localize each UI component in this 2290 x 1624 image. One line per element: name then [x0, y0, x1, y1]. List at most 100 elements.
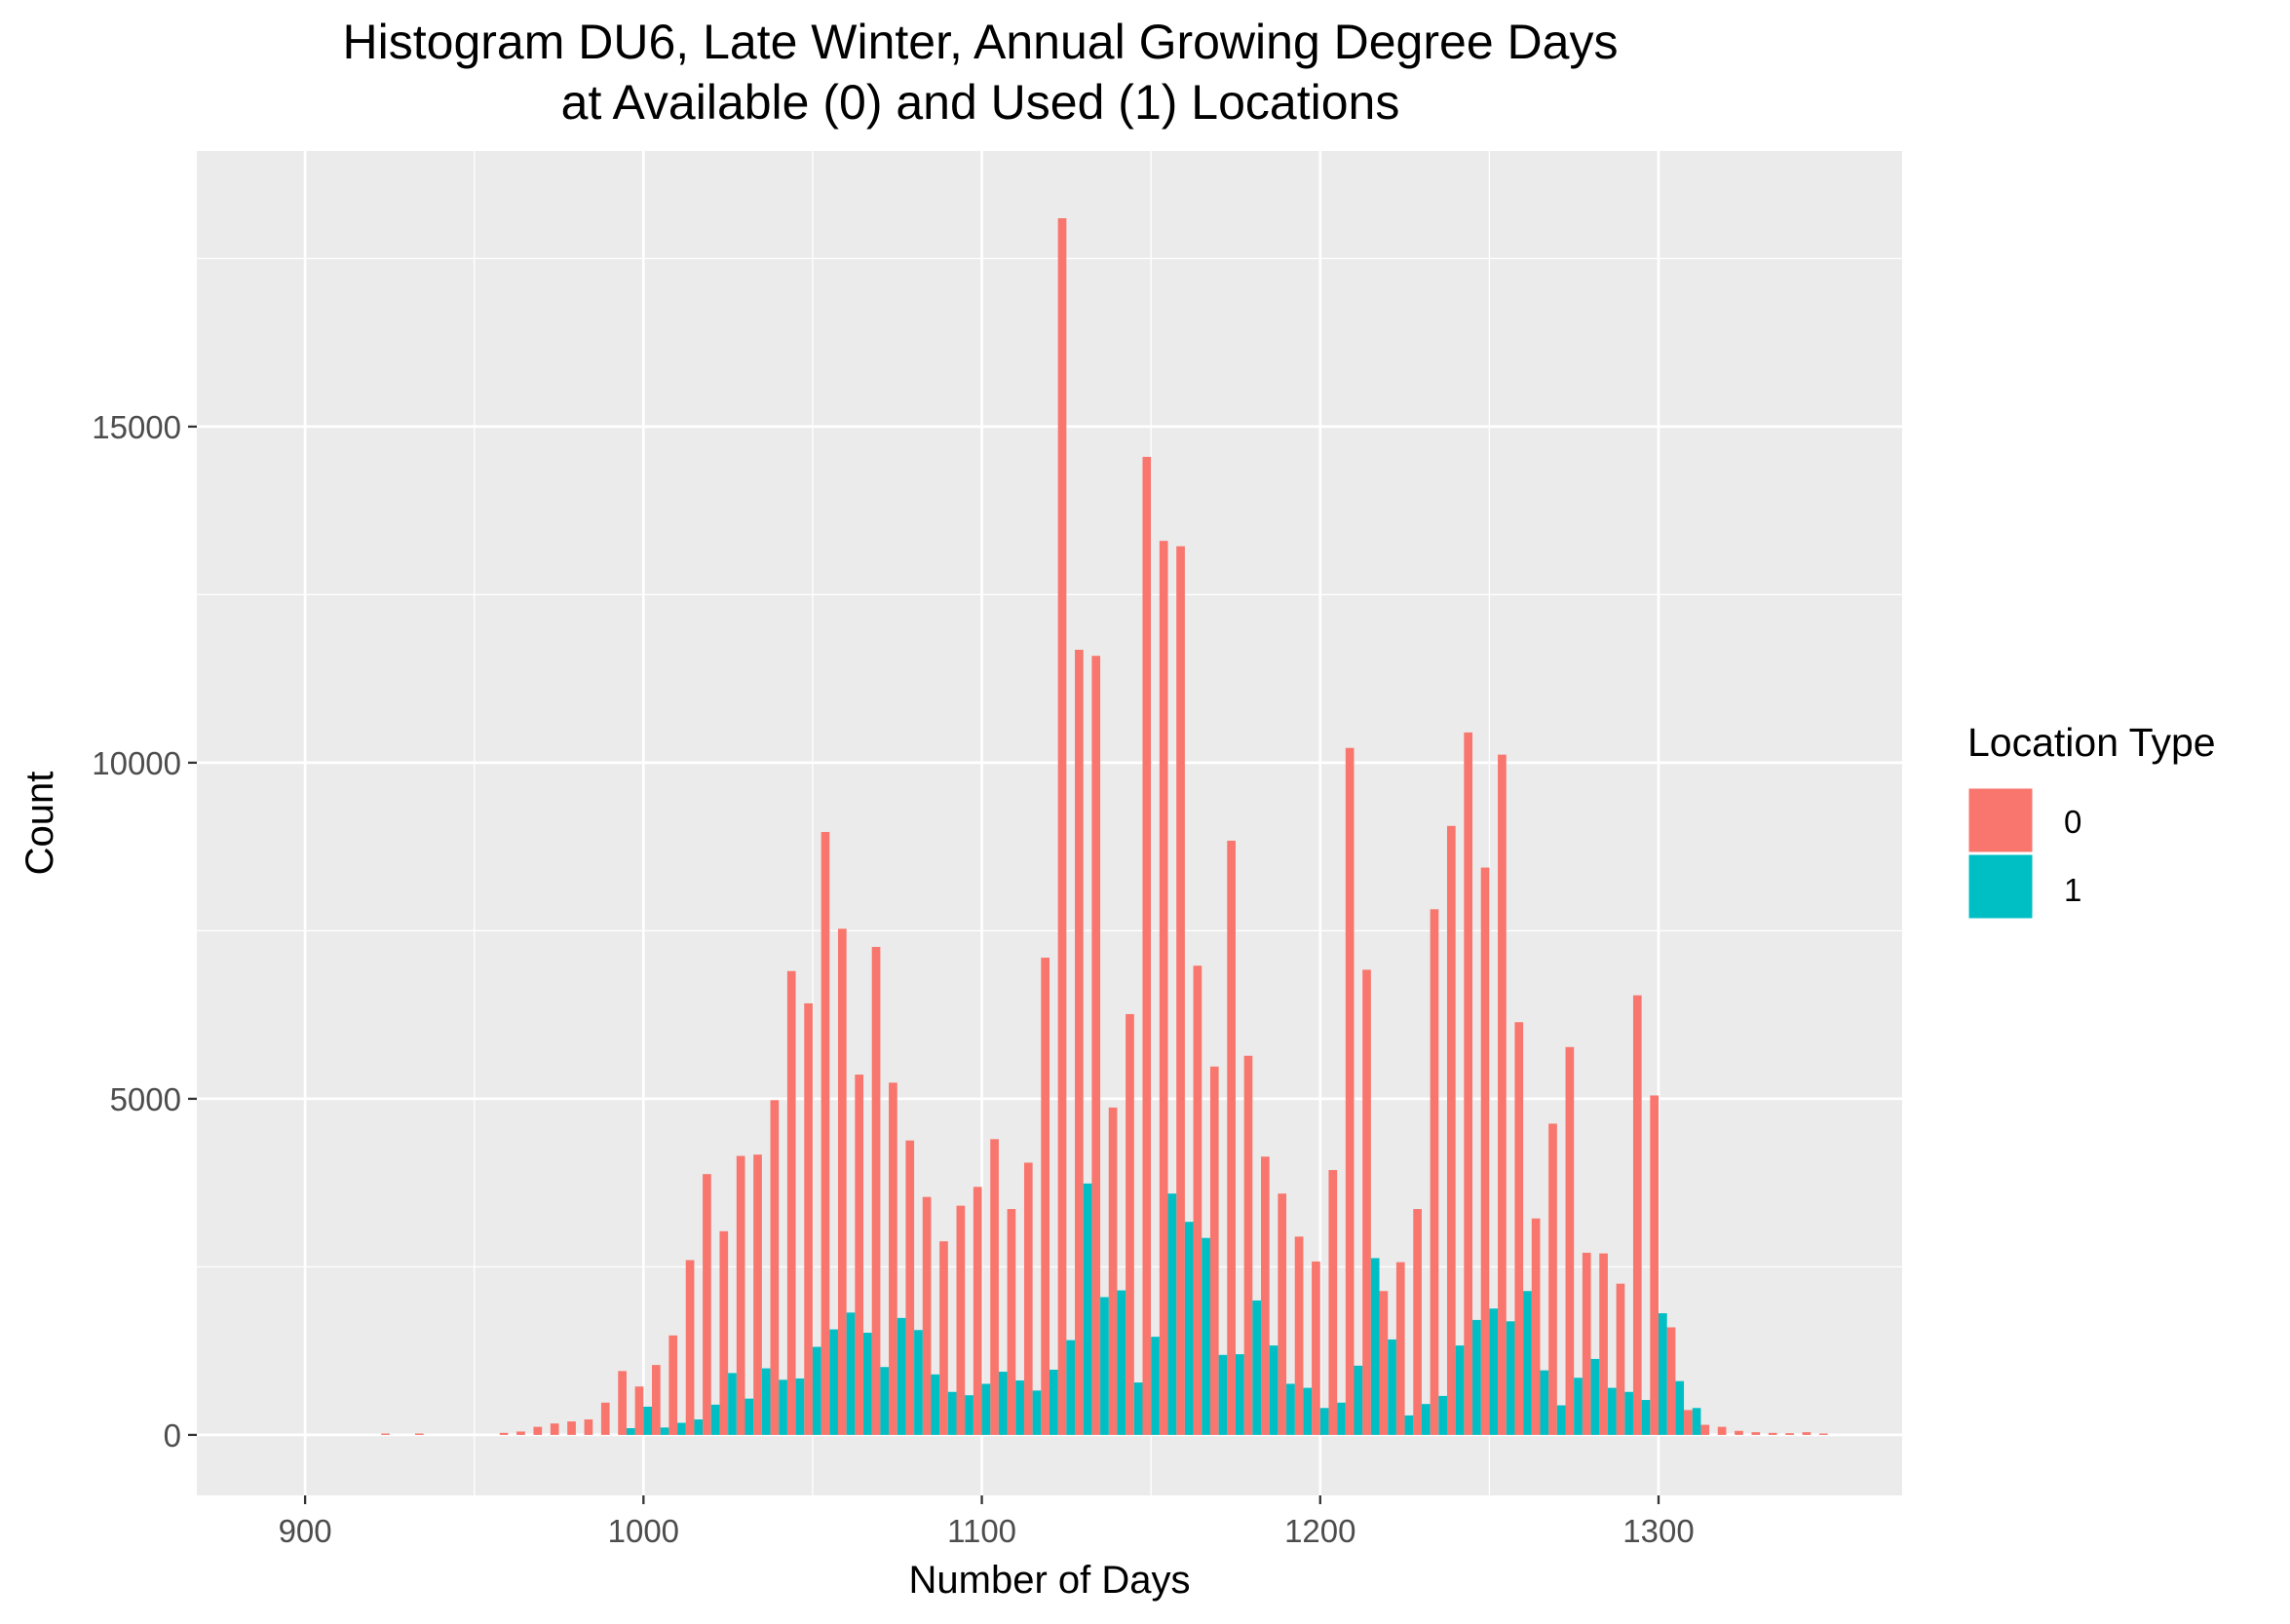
- legend: Location Type 0 1: [1966, 720, 2216, 922]
- legend-label-0: 0: [2064, 804, 2081, 840]
- bar-series-1: [1540, 1370, 1549, 1435]
- bar-series-1: [880, 1367, 890, 1435]
- bar-series-0: [1041, 958, 1050, 1435]
- bar-series-1: [1117, 1290, 1126, 1435]
- bar-series-0: [1818, 1433, 1828, 1435]
- x-tick-label: 1300: [1622, 1513, 1694, 1549]
- bar-series-0: [1717, 1426, 1727, 1435]
- bar-series-0: [786, 970, 796, 1435]
- histogram-bars: [381, 218, 1828, 1435]
- bar-series-1: [626, 1428, 635, 1435]
- bar-series-0: [1700, 1424, 1710, 1435]
- x-axis-label: Number of Days: [909, 1559, 1191, 1602]
- bar-series-0: [1362, 969, 1371, 1435]
- bar-series-0: [1312, 1261, 1320, 1435]
- bar-series-0: [703, 1174, 711, 1435]
- bar-series-1: [1438, 1395, 1447, 1435]
- bar-series-0: [1565, 1046, 1575, 1435]
- bar-series-0: [1193, 965, 1202, 1435]
- bar-series-1: [998, 1372, 1008, 1435]
- bar-series-1: [1489, 1308, 1499, 1435]
- bar-series-1: [660, 1427, 669, 1435]
- bar-series-0: [753, 1154, 762, 1435]
- bar-series-0: [381, 1433, 390, 1435]
- bar-series-1: [863, 1333, 872, 1435]
- bar-series-0: [990, 1139, 999, 1435]
- x-tick-label: 1000: [608, 1513, 679, 1549]
- bar-series-0: [668, 1335, 678, 1435]
- bar-series-1: [1133, 1382, 1143, 1435]
- bar-series-0: [1209, 1066, 1219, 1435]
- bar-series-1: [1388, 1339, 1396, 1435]
- bar-series-1: [710, 1404, 720, 1435]
- bar-series-1: [1337, 1402, 1346, 1435]
- bar-series-0: [1379, 1291, 1389, 1435]
- bar-series-0: [1684, 1410, 1693, 1435]
- bar-series-1: [1083, 1183, 1092, 1435]
- bar-series-1: [897, 1317, 906, 1435]
- bar-series-1: [1151, 1337, 1160, 1435]
- y-axis-label: Count: [19, 772, 61, 876]
- bar-series-0: [567, 1421, 576, 1435]
- bar-series-1: [744, 1398, 754, 1435]
- bar-series-0: [550, 1423, 559, 1435]
- y-tick-label: 10000: [92, 745, 181, 781]
- bar-series-0: [905, 1140, 915, 1435]
- chart-title-line2: at Available (0) and Used (1) Locations: [561, 75, 1400, 130]
- bar-series-0: [1159, 541, 1168, 1435]
- legend-swatch-1: [1966, 851, 2036, 922]
- bar-series-0: [837, 928, 847, 1435]
- bar-series-1: [761, 1368, 771, 1435]
- bar-series-1: [1607, 1387, 1617, 1435]
- bar-series-0: [1075, 649, 1084, 1435]
- bar-series-0: [1498, 754, 1507, 1435]
- bar-series-0: [1413, 1209, 1422, 1435]
- bar-series-0: [1632, 995, 1642, 1435]
- bar-series-0: [1802, 1432, 1812, 1435]
- bar-series-0: [1616, 1283, 1625, 1435]
- bar-series-0: [956, 1205, 966, 1435]
- bar-series-1: [846, 1312, 856, 1435]
- bar-series-1: [779, 1379, 787, 1435]
- bar-series-0: [1142, 456, 1152, 1435]
- bar-series-0: [1007, 1209, 1016, 1435]
- legend-swatch-0: [1966, 785, 2036, 855]
- chart-title-line1: Histogram DU6, Late Winter, Annual Growi…: [343, 15, 1619, 69]
- bar-series-1: [1692, 1408, 1701, 1435]
- bar-series-1: [1032, 1390, 1042, 1435]
- bar-series-0: [1548, 1123, 1557, 1435]
- bar-series-0: [821, 831, 830, 1435]
- bar-series-0: [1650, 1095, 1659, 1435]
- bar-series-0: [1582, 1252, 1591, 1435]
- bar-series-1: [1675, 1380, 1685, 1435]
- bar-series-1: [812, 1346, 821, 1435]
- bar-series-1: [677, 1422, 686, 1435]
- bar-series-1: [947, 1391, 957, 1435]
- bar-series-1: [1202, 1237, 1210, 1435]
- bar-series-0: [1531, 1218, 1541, 1435]
- bar-series-0: [652, 1365, 661, 1435]
- bar-series-0: [1751, 1432, 1761, 1435]
- bar-series-1: [1590, 1358, 1600, 1435]
- bar-series-0: [634, 1386, 644, 1435]
- bar-series-1: [694, 1419, 704, 1435]
- bar-series-0: [1446, 825, 1456, 1435]
- x-tick-label: 900: [279, 1513, 332, 1549]
- bar-series-0: [685, 1260, 695, 1435]
- bar-series-1: [1354, 1365, 1363, 1435]
- bar-series-1: [1066, 1340, 1076, 1435]
- bar-series-1: [931, 1374, 940, 1435]
- bar-series-0: [1294, 1236, 1304, 1435]
- bar-series-0: [1666, 1327, 1676, 1435]
- bar-series-1: [1015, 1380, 1024, 1435]
- bar-series-1: [1472, 1319, 1481, 1435]
- bar-series-0: [499, 1432, 509, 1435]
- bar-series-0: [584, 1419, 593, 1435]
- bar-series-1: [728, 1373, 737, 1435]
- bar-series-0: [1108, 1107, 1118, 1435]
- bar-series-0: [1176, 546, 1185, 1435]
- legend-label-1: 1: [2064, 872, 2081, 908]
- bar-series-0: [516, 1431, 525, 1435]
